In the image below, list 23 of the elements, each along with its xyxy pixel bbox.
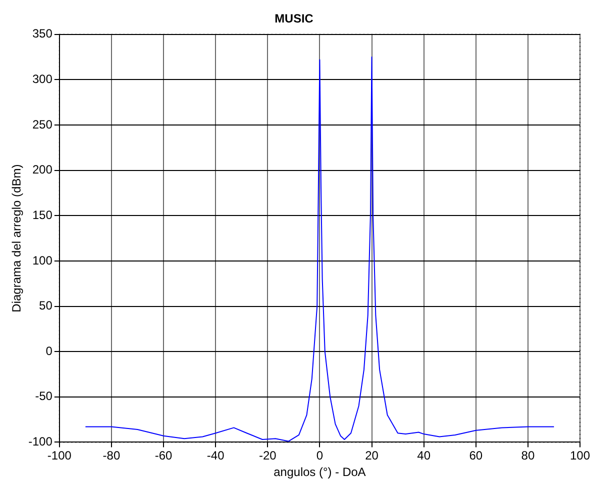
chart-title: MUSIC bbox=[274, 12, 314, 26]
y-axis-title: Diagrama del arreglo (dBm) bbox=[10, 164, 24, 312]
x-tick-label: 40 bbox=[417, 448, 431, 463]
x-tick-label: -20 bbox=[258, 448, 277, 463]
x-tick-label: -60 bbox=[154, 448, 173, 463]
y-tick-label: 100 bbox=[32, 253, 53, 268]
x-tick-label: -80 bbox=[102, 448, 120, 463]
x-tick-label: 20 bbox=[365, 448, 379, 463]
y-tick-label: -50 bbox=[35, 389, 53, 404]
y-tick-label: -100 bbox=[28, 434, 53, 449]
x-tick-label: 60 bbox=[469, 448, 483, 463]
y-tick-label: 200 bbox=[32, 162, 53, 177]
y-tick-label: 150 bbox=[32, 208, 53, 222]
x-axis-title: angulos (°) - DoA bbox=[274, 465, 366, 480]
x-tick-label: 0 bbox=[316, 448, 324, 463]
x-tick-label: -40 bbox=[206, 448, 225, 463]
x-tick-label: 80 bbox=[521, 448, 535, 463]
y-tick-label: 250 bbox=[32, 117, 53, 132]
y-tick-label: 50 bbox=[39, 298, 53, 313]
y-tick-label: 0 bbox=[46, 344, 53, 358]
y-tick-label: 300 bbox=[32, 72, 53, 86]
x-tick-label: 100 bbox=[570, 448, 590, 463]
y-tick-label: 350 bbox=[32, 26, 53, 41]
